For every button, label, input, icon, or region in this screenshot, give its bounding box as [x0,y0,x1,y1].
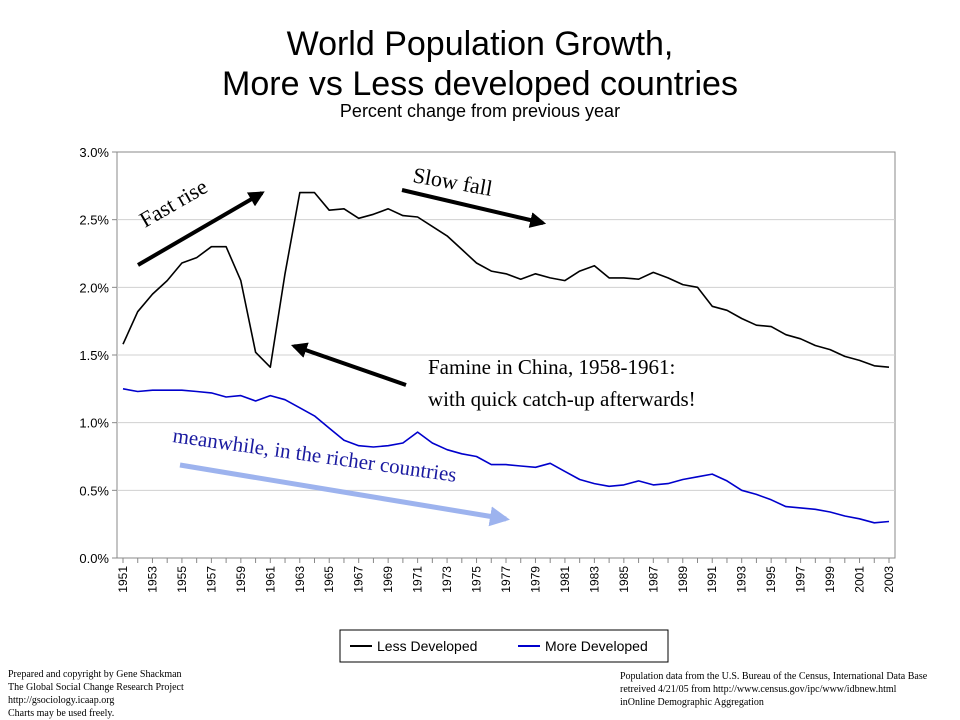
x-tick-label: 1999 [823,566,837,593]
chart-title: World Population Growth, More vs Less de… [0,24,960,104]
x-tick-label: 2003 [882,566,896,593]
x-tick-label: 1953 [145,566,159,593]
x-tick-label: 1965 [322,566,336,593]
x-tick-label: 1991 [705,566,719,593]
credit-retrieved: retreived 4/21/05 from http://www.census… [620,684,897,695]
famine-arrow [290,342,407,387]
credits-left: Prepared and copyright by Gene Shackman … [8,668,184,720]
grid-lines [117,219,895,491]
x-tick-label: 1973 [440,566,454,593]
series-less-developed-line [122,191,890,369]
x-tick-label: 1959 [234,566,248,593]
y-tick-label: 0.5% [79,483,109,498]
x-tick-label: 1951 [116,566,130,593]
y-tick-label: 2.0% [79,280,109,295]
y-tick-label: 0.0% [79,551,109,566]
legend: Less Developed More Developed [339,629,669,663]
famine-label-line-2: with quick catch-up afterwards! [428,387,696,411]
x-tick-label: 1955 [175,566,189,593]
x-tick-label: 1979 [528,566,542,593]
famine-label-line-1: Famine in China, 1958-1961: [428,355,675,379]
chart-subtitle: Percent change from previous year [339,101,621,121]
x-tick-label: 1971 [411,566,425,593]
slow-fall-arrow [401,188,547,228]
series-more-developed-line [122,388,890,524]
series-lines [122,191,890,524]
credit-url: http://gsociology.icaap.org [8,695,115,706]
y-tick-label: 3.0% [79,145,109,160]
x-tick-label: 1987 [646,566,660,593]
x-tick-label: 1975 [470,566,484,593]
x-tick-label: 1963 [293,566,307,593]
x-tick-label: 1993 [735,566,749,593]
legend-box [339,629,669,663]
x-tick-label: 1967 [352,566,366,593]
x-tick-label: 1961 [263,566,277,593]
x-tick-label: 1977 [499,566,513,593]
x-axis: 1951 1953 1955 1957 1959 1961 1963 1965 1967 1969… [116,558,896,593]
x-tick-label: 1983 [587,566,601,593]
credit-project: The Global Social Change Research Projec… [8,682,184,693]
x-tick-label: 1989 [676,566,690,593]
credit-source: Population data from the U.S. Bureau of … [620,671,928,682]
x-tick-label: 1981 [558,566,572,593]
x-tick-label: 1969 [381,566,395,593]
x-tick-label: 1995 [764,566,778,593]
y-axis: 0.0% 0.5% 1.0% 1.5% 2.0% 2.5% 3.0% [79,145,117,566]
credits-right: Population data from the U.S. Bureau of … [620,670,927,709]
chart-title-line-2: More vs Less developed countries [222,65,738,103]
x-tick-label: 1997 [794,566,808,593]
x-tick-label: 2001 [853,566,867,593]
meanwhile-arrow [179,462,510,527]
x-tick-label: 1985 [617,566,631,593]
fast-rise-arrow [136,191,265,267]
legend-more-developed: More Developed [545,638,648,654]
credit-aggregation: inOnline Demographic Aggregation [620,697,764,708]
y-tick-label: 1.5% [79,348,109,363]
legend-less-developed: Less Developed [377,638,477,654]
chart-title-line-1: World Population Growth, [286,25,674,63]
y-tick-label: 2.5% [79,213,109,228]
y-tick-label: 1.0% [79,416,109,431]
credit-author: Prepared and copyright by Gene Shackman [8,669,182,680]
x-tick-label: 1957 [204,566,218,593]
credit-usage: Charts may be used freely. [8,708,115,719]
